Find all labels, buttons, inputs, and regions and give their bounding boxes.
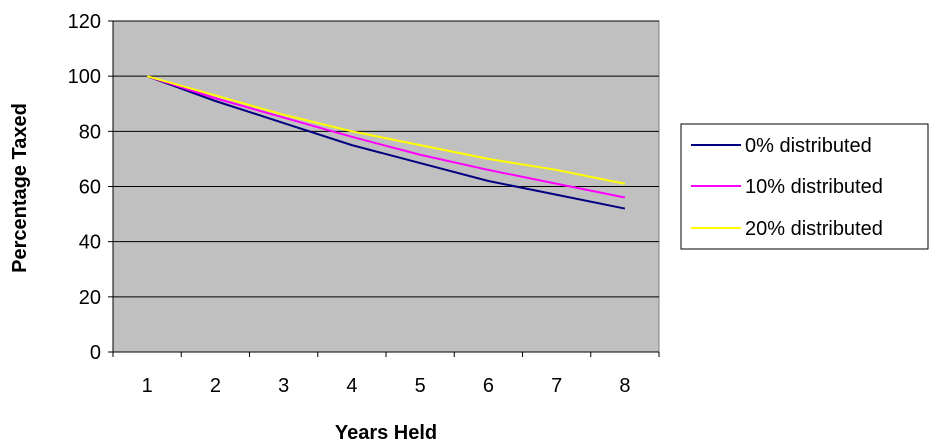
legend-label: 0% distributed (745, 135, 872, 157)
y-tick-labels: 0 20 40 60 80 100 120 (68, 11, 101, 364)
x-axis-title: Years Held (335, 422, 437, 444)
x-tick-label: 4 (346, 375, 357, 397)
x-tick-label: 2 (210, 375, 221, 397)
legend-label: 20% distributed (745, 218, 883, 240)
y-tick-label: 0 (90, 342, 101, 364)
series-line (146, 75, 626, 210)
x-tick-label: 3 (278, 375, 289, 397)
series-line (146, 75, 626, 199)
x-tick-label: 5 (415, 375, 426, 397)
y-tick-label: 40 (79, 232, 101, 254)
y-tick-label: 60 (79, 177, 101, 199)
y-tick-label: 100 (68, 66, 101, 88)
series-lines (146, 75, 626, 210)
x-tick-label: 7 (551, 375, 562, 397)
y-tick-label: 80 (79, 121, 101, 143)
y-tick-label: 120 (68, 11, 101, 33)
y-axis-title: Percentage Taxed (9, 103, 31, 273)
legend: 0% distributed 10% distributed 20% distrib… (680, 123, 929, 250)
x-tick-label: 6 (483, 375, 494, 397)
x-tick-label: 1 (142, 375, 153, 397)
y-tick-label: 20 (79, 287, 101, 309)
legend-label: 10% distributed (745, 176, 883, 198)
x-tick-labels: 1 2 3 4 5 6 7 8 (142, 375, 631, 397)
axes (108, 20, 660, 357)
x-tick-label: 8 (619, 375, 630, 397)
series-line (146, 75, 626, 185)
